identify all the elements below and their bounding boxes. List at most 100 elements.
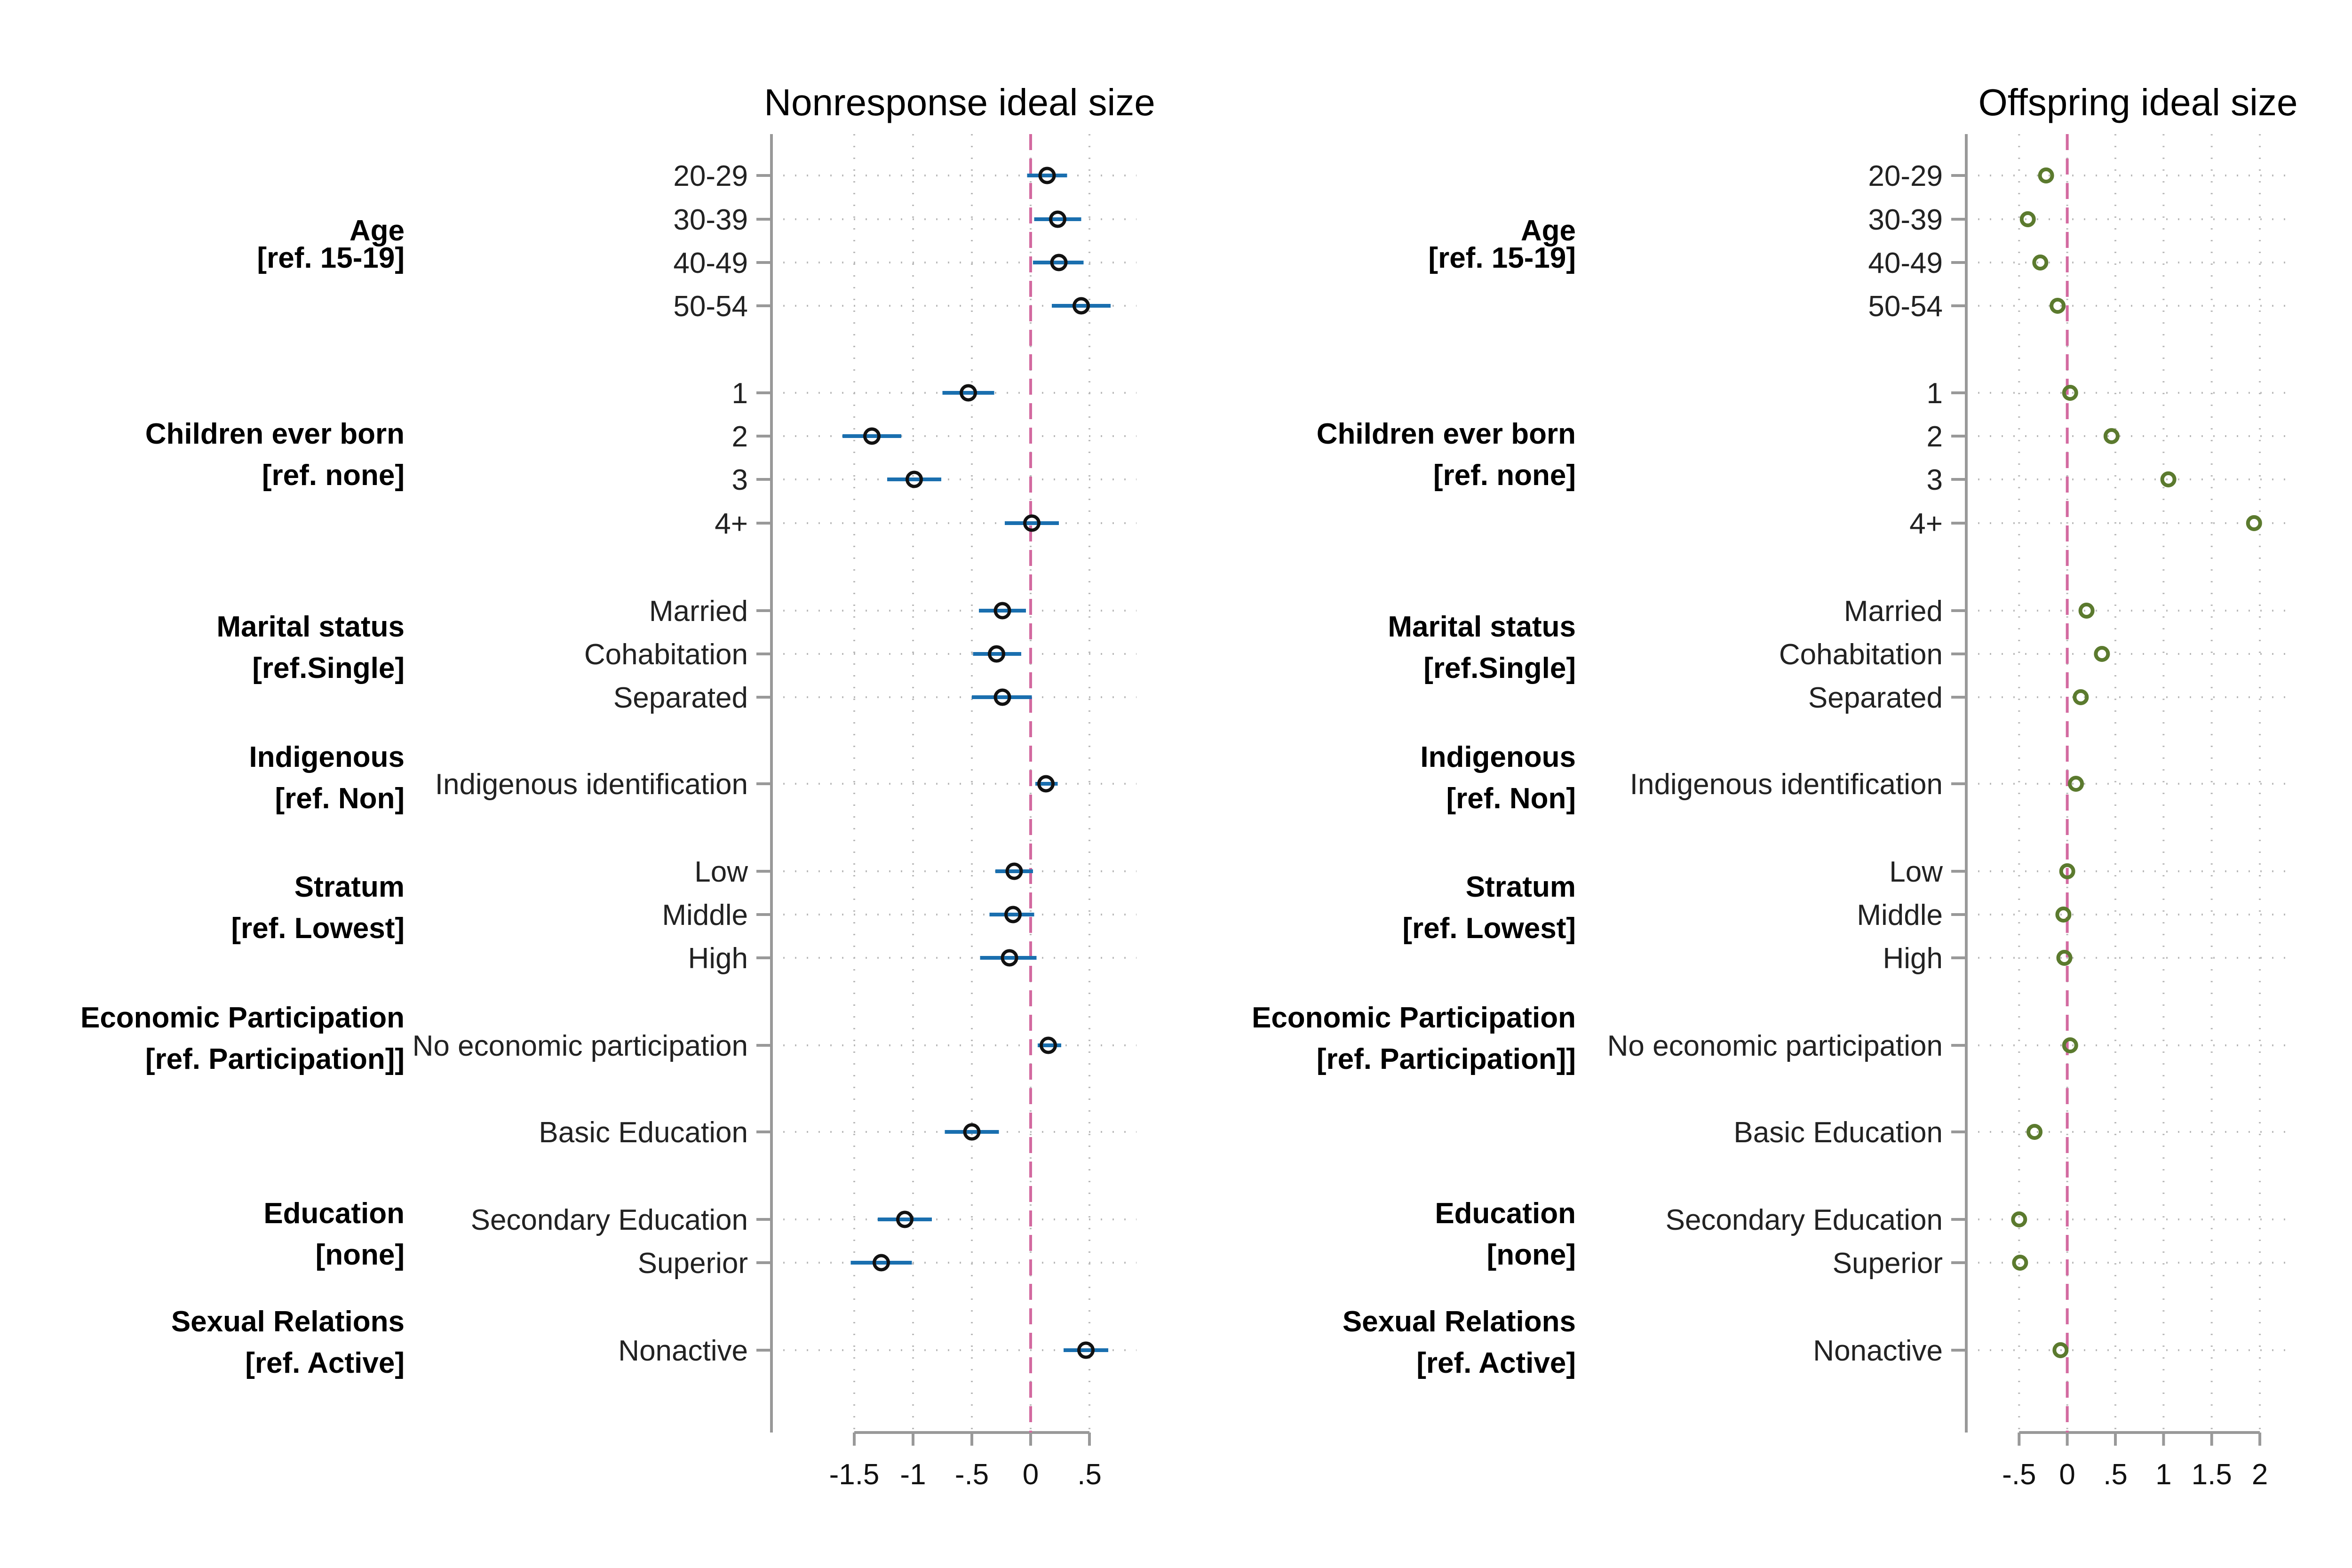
point-estimate: [1050, 254, 1068, 271]
x-tick-label: 1.5: [2192, 1458, 2232, 1491]
y-tick-label: 30-39: [673, 204, 748, 236]
y-tick-label: Nonactive: [1813, 1335, 1943, 1367]
point-estimate: [2055, 907, 2072, 923]
x-tick-label: .5: [2103, 1458, 2128, 1491]
y-tick-label: Married: [649, 595, 748, 628]
point-estimate: [2019, 211, 2036, 227]
group-ref-label: [ref. Lowest]: [231, 912, 405, 945]
point-estimate: [2012, 1255, 2028, 1271]
point-estimate: [873, 1254, 890, 1272]
point-estimate: [988, 645, 1005, 663]
point-estimate: [2068, 776, 2084, 792]
point-estimate: [1037, 775, 1055, 793]
y-tick-label: Nonactive: [618, 1335, 748, 1367]
point-estimate: [993, 602, 1011, 620]
point-estimate: [2038, 167, 2054, 183]
y-tick-label: 20-29: [1868, 160, 1943, 192]
y-tick-label: 4+: [715, 508, 748, 540]
y-tick-label: Low: [1889, 856, 1943, 888]
group-ref-label: [ref. Non]: [275, 782, 405, 815]
y-tick-label: Indigenous identification: [1630, 768, 1943, 801]
group-ref-label: [ref. Participation]]: [1317, 1043, 1576, 1075]
y-tick-label: Cohabitation: [1779, 638, 1943, 671]
y-tick-label: 2: [732, 421, 748, 453]
y-tick-label: 2: [1927, 421, 1943, 453]
group-ref-label: [ref. 15-19]: [257, 242, 405, 274]
data-marks: [842, 167, 2262, 1359]
point-estimate: [863, 427, 881, 445]
y-tick-label: 1: [732, 377, 748, 410]
y-tick-label: 50-54: [1868, 290, 1943, 323]
x-tick-label: -1: [900, 1458, 926, 1491]
y-tick-label: 3: [1927, 464, 1943, 496]
point-estimate: [993, 688, 1011, 706]
group-label: Marital status: [216, 611, 405, 643]
y-tick-label: 40-49: [1868, 247, 1943, 279]
point-estimate: [2059, 863, 2075, 879]
axes: -1.5 -1 -.5 0 .5 -.5 0 .5 1 1.5 2: [756, 134, 2268, 1491]
y-tick-label: Superior: [1833, 1247, 1943, 1280]
y-tick-label: Middle: [662, 899, 748, 931]
point-estimate: [2062, 385, 2078, 401]
point-estimate: [1040, 1036, 1057, 1054]
x-tick-label: -1.5: [829, 1458, 880, 1491]
point-estimate: [2011, 1211, 2027, 1227]
y-tick-label: No economic participation: [1607, 1030, 1943, 1062]
point-estimate: [1023, 514, 1041, 532]
group-label: Age: [350, 215, 405, 247]
panel-titles: Nonresponse ideal size Offspring ideal si…: [764, 81, 2297, 123]
group-label: Marital status: [1388, 611, 1576, 643]
group-ref-label: [ref.Single]: [252, 652, 405, 685]
group-label: Indigenous: [249, 741, 405, 773]
x-tick-label: 0: [2059, 1458, 2075, 1491]
group-label: Children ever born: [145, 418, 405, 450]
y-tick-label: 4+: [1909, 508, 1943, 540]
group-ref-label: [ref.Single]: [1423, 652, 1576, 685]
x-tick-label: -.5: [2002, 1458, 2036, 1491]
group-label: Economic Participation: [1252, 1002, 1576, 1034]
y-tick-label: Basic Education: [1733, 1116, 1943, 1149]
point-estimate: [2246, 515, 2262, 531]
point-estimate: [2026, 1124, 2043, 1140]
panel-title: Offspring ideal size: [1979, 81, 2298, 123]
point-estimate: [1004, 906, 1022, 923]
group-label: Stratum: [1466, 871, 1576, 903]
point-estimate: [1038, 167, 1056, 184]
y-tick-label: Superior: [638, 1247, 748, 1280]
group-ref-label: [none]: [1487, 1239, 1576, 1271]
point-estimate: [1049, 210, 1066, 228]
y-tick-label: Secondary Education: [1666, 1204, 1943, 1236]
group-label: Economic Participation: [80, 1002, 405, 1034]
point-estimate: [2032, 255, 2049, 271]
y-tick-label: High: [1883, 942, 1943, 975]
group-ref-label: [ref. Participation]]: [145, 1043, 405, 1075]
y-tick-label: 50-54: [673, 290, 748, 323]
group-ref-label: [none]: [316, 1239, 405, 1271]
point-estimate: [2103, 428, 2120, 444]
group-label: Education: [1435, 1197, 1576, 1230]
point-estimate: [1001, 949, 1018, 967]
y-tick-label: 1: [1927, 377, 1943, 410]
group-label: Age: [1521, 215, 1576, 247]
y-tick-label: 40-49: [673, 247, 748, 279]
y-tick-label: Separated: [613, 682, 748, 714]
point-estimate: [2094, 646, 2110, 662]
point-estimate: [896, 1210, 914, 1228]
y-tick-label: Separated: [1808, 682, 1943, 714]
point-estimate: [960, 384, 977, 402]
group-ref-label: [ref. none]: [1433, 459, 1576, 492]
group-label: Sexual Relations: [1343, 1305, 1576, 1338]
point-estimate: [2056, 950, 2073, 966]
point-estimate: [2052, 1342, 2069, 1358]
row-labels: 20-29 30-39 40-49 50-54 1 2 3 4+ Married Cohabita…: [413, 160, 1943, 1367]
point-estimate: [963, 1123, 981, 1141]
y-tick-label: 3: [732, 464, 748, 496]
point-estimate: [1005, 862, 1023, 880]
y-tick-label: Secondary Education: [471, 1204, 748, 1236]
y-tick-label: No economic participation: [413, 1030, 748, 1062]
group-label: Education: [263, 1197, 405, 1230]
y-tick-label: 20-29: [673, 160, 748, 192]
y-tick-label: Cohabitation: [584, 638, 748, 671]
y-tick-label: Married: [1844, 595, 1943, 628]
